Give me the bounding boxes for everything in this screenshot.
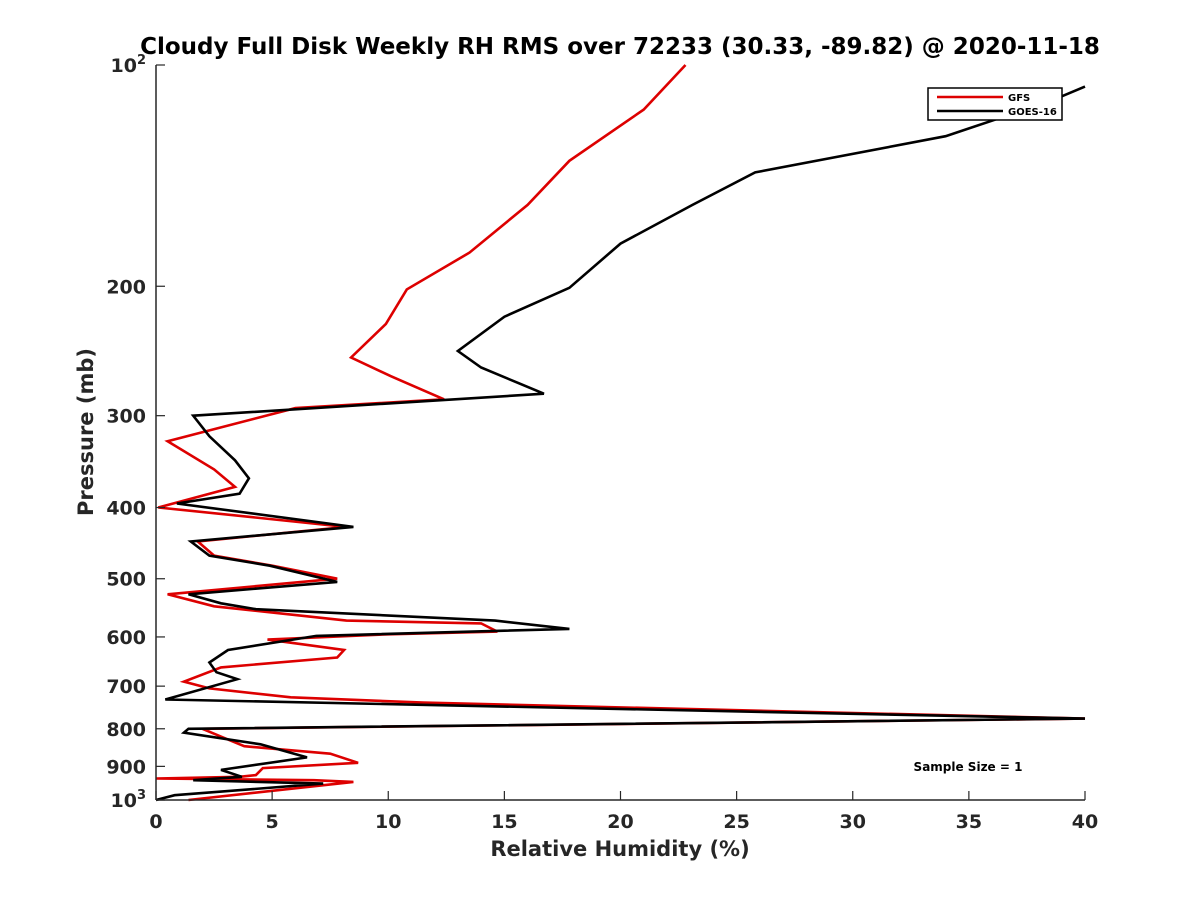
y-axis-label: Pressure (mb)	[74, 348, 98, 516]
x-tick-label: 35	[956, 811, 982, 833]
legend: GFS GOES-16	[927, 87, 1063, 121]
x-axis-label: Relative Humidity (%)	[490, 837, 749, 861]
series-line-goes-16	[155, 85, 1086, 802]
y-tick-label: 300	[106, 406, 146, 428]
legend-box	[927, 87, 1063, 121]
y-tick-label: 800	[106, 719, 146, 741]
chart-title: Cloudy Full Disk Weekly RH RMS over 7223…	[140, 34, 1100, 60]
x-tick-label: 20	[607, 811, 633, 833]
x-tick-label: 5	[266, 811, 279, 833]
y-tick-label: 500	[106, 569, 146, 591]
y-tick-label: 200	[106, 276, 146, 298]
x-tick-label: 25	[723, 811, 749, 833]
y-tick-label: 900	[106, 756, 146, 778]
legend-label-gfs: GFS	[1008, 93, 1030, 104]
y-tick-label: 102	[111, 53, 147, 77]
sample-size-annotation: Sample Size = 1	[914, 760, 1023, 774]
x-tick-label: 0	[149, 811, 162, 833]
x-tick-label: 30	[840, 811, 866, 833]
x-tick-label: 40	[1072, 811, 1098, 833]
series-layer	[155, 64, 1086, 802]
series-line-gfs	[155, 64, 1086, 802]
x-tick-label: 10	[375, 811, 401, 833]
y-tick-label: 700	[106, 676, 146, 698]
legend-label-goes-16: GOES-16	[1008, 107, 1057, 118]
y-tick-label: 600	[106, 627, 146, 649]
ticks-layer: 0 5 10 15 20 25 30 35 40 102 200 300 400 500 600 700 800…	[106, 53, 1098, 833]
y-tick-label: 400	[106, 498, 146, 520]
y-tick-label: 103	[111, 788, 147, 812]
x-tick-label: 15	[491, 811, 517, 833]
